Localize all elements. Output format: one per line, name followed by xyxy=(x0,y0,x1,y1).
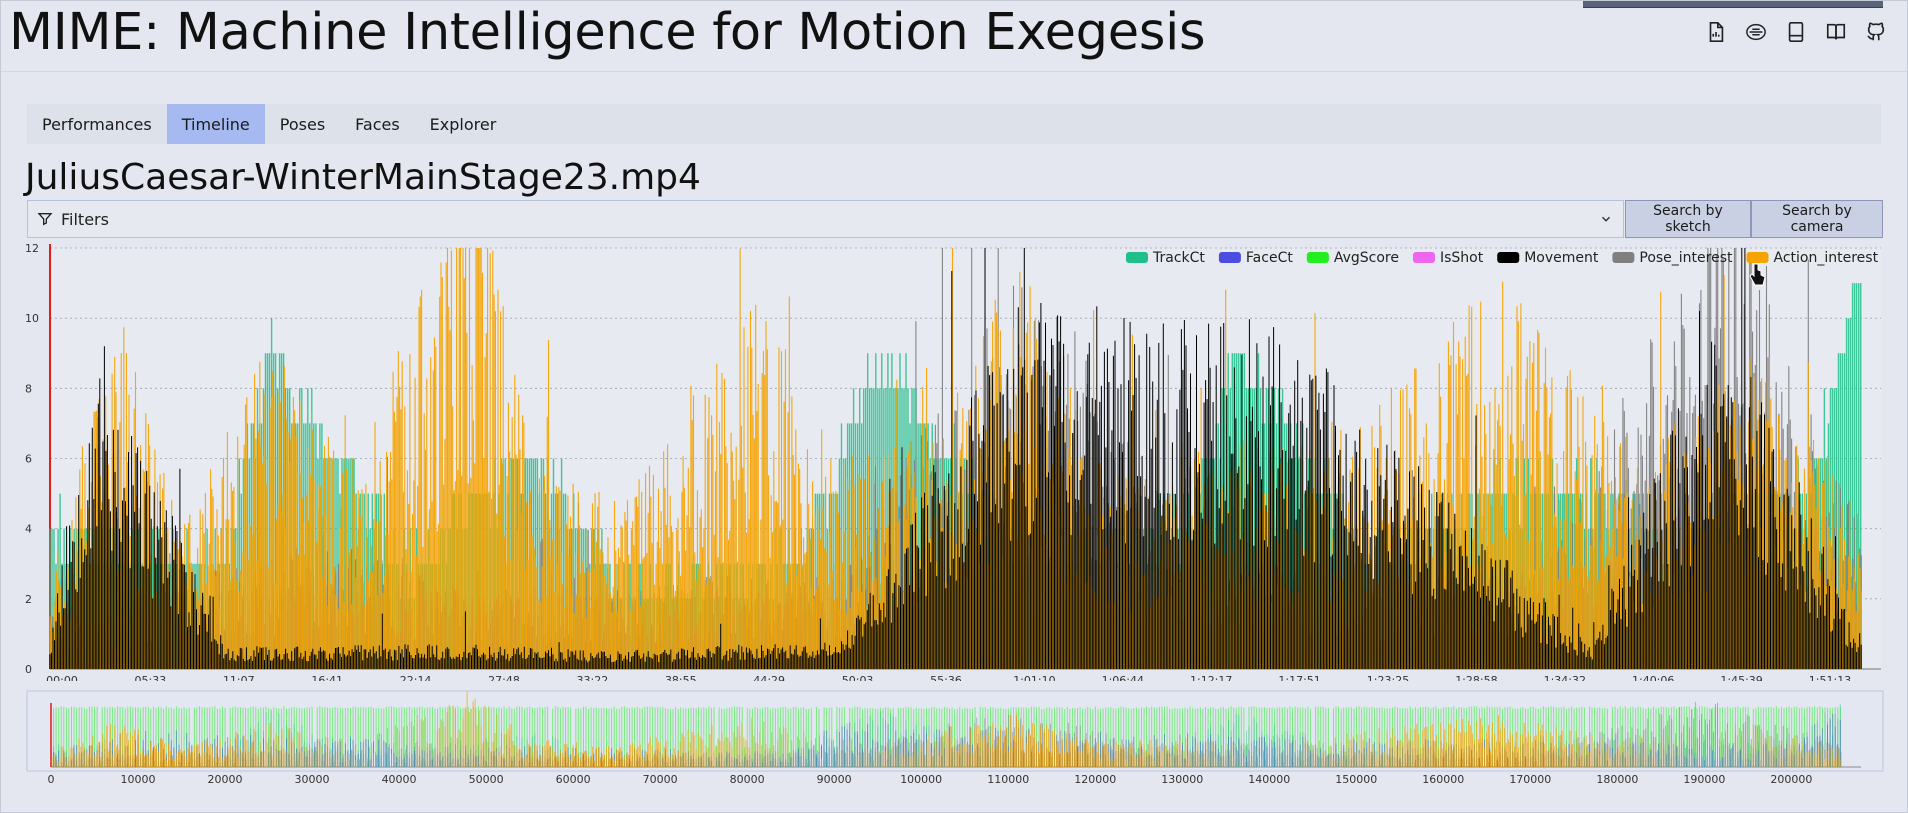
filters-dropdown[interactable]: Filters xyxy=(27,200,1624,238)
timeline-chart[interactable]: 0 2 4 6 8 10 12 00:00 05:33 11:07 16:41 22:14 27:48 3… xyxy=(1,231,1908,681)
x-tick-label: 22:14 xyxy=(400,674,432,681)
legend-item: IsShot xyxy=(1412,250,1484,266)
legend-swatch xyxy=(1306,252,1329,263)
y-tick-label: 10 xyxy=(25,312,39,325)
legend-swatch xyxy=(1126,252,1148,263)
legend-item: Movement xyxy=(1497,250,1599,266)
book-icon[interactable] xyxy=(1782,18,1809,45)
overview-x-tick-label: 150000 xyxy=(1335,773,1377,786)
legend-swatch xyxy=(1218,252,1241,263)
top-accent-bar xyxy=(1583,1,1883,8)
overview-x-tick-label: 190000 xyxy=(1683,773,1725,786)
legend-item: FaceCt xyxy=(1218,250,1293,266)
overview-x-tick-label: 160000 xyxy=(1422,773,1464,786)
legend-item: TrackCt xyxy=(1126,250,1205,266)
x-tick-label: 16:41 xyxy=(311,674,343,681)
legend-label: Movement xyxy=(1524,250,1599,266)
x-tick-label: 1:45:39 xyxy=(1720,674,1762,681)
header-icon-bar xyxy=(1702,18,1889,45)
tab-faces[interactable]: Faces xyxy=(355,114,400,134)
x-tick-label: 1:12:17 xyxy=(1190,674,1232,681)
x-tick-label: 50:03 xyxy=(842,674,874,681)
x-tick-label: 1:40:06 xyxy=(1632,674,1674,681)
y-tick-label: 8 xyxy=(25,382,32,395)
legend-label: IsShot xyxy=(1440,250,1484,266)
x-tick-label: 05:33 xyxy=(135,674,167,681)
series-trace xyxy=(49,248,1862,669)
search-by-camera-button[interactable]: Search by camera xyxy=(1751,200,1883,238)
timeline-overview-chart[interactable]: 0 10000 20000 30000 40000 50000 60000 70000 8000… xyxy=(1,689,1908,791)
overview-x-tick-label: 180000 xyxy=(1596,773,1638,786)
x-tick-label: 44:29 xyxy=(753,674,785,681)
app-title: MIME: Machine Intelligence for Motion Ex… xyxy=(9,3,1206,62)
x-tick-label: 11:07 xyxy=(223,674,255,681)
y-tick-label: 6 xyxy=(25,453,32,466)
legend-swatch xyxy=(1412,252,1435,263)
x-tick-label: 1:28:58 xyxy=(1455,674,1497,681)
mouse-cursor-icon xyxy=(1749,263,1766,286)
overview-x-tick-label: 60000 xyxy=(556,773,591,786)
overview-x-tick-label: 110000 xyxy=(987,773,1029,786)
x-tick-label: 00:00 xyxy=(46,674,78,681)
legend-item: AvgScore xyxy=(1306,250,1399,266)
overview-x-tick-label: 20000 xyxy=(208,773,243,786)
overview-x-tick-label: 50000 xyxy=(469,773,504,786)
filters-label: Filters xyxy=(61,209,109,229)
x-tick-label: 1:17:51 xyxy=(1278,674,1320,681)
y-tick-label: 0 xyxy=(25,663,32,676)
x-tick-label: 1:51:13 xyxy=(1809,674,1851,681)
search-by-sketch-button[interactable]: Search by sketch xyxy=(1625,200,1751,238)
legend-swatch xyxy=(1612,252,1635,263)
x-tick-label: 1:06:44 xyxy=(1102,674,1144,681)
tab-explorer[interactable]: Explorer xyxy=(429,114,497,134)
x-tick-label: 38:55 xyxy=(665,674,697,681)
legend-item: Pose_interest xyxy=(1612,250,1733,266)
overview-x-tick-label: 40000 xyxy=(382,773,417,786)
legend-label: TrackCt xyxy=(1152,250,1205,266)
overview-x-tick-label: 130000 xyxy=(1161,773,1203,786)
y-tick-label: 2 xyxy=(25,593,32,606)
tab-poses[interactable]: Poses xyxy=(279,114,326,134)
series-movement xyxy=(49,248,1862,669)
x-tick-label: 27:48 xyxy=(488,674,520,681)
y-tick-label: 4 xyxy=(25,523,32,536)
video-file-title: JuliusCaesar-WinterMainStage23.mp4 xyxy=(25,157,701,198)
overview-x-tick-label: 30000 xyxy=(295,773,330,786)
tab-performances[interactable]: Performances xyxy=(42,114,152,134)
legend-swatch xyxy=(1746,252,1769,263)
legend-label: Action_interest xyxy=(1774,250,1879,266)
y-tick-label: 12 xyxy=(25,242,39,255)
legend-label: Pose_interest xyxy=(1639,250,1733,266)
overview-x-tick-label: 100000 xyxy=(900,773,942,786)
chevron-down-icon xyxy=(1601,216,1611,222)
main-tabs: Performances Timeline Poses Faces Explor… xyxy=(27,104,1881,144)
legend-item: Action_interest xyxy=(1746,250,1879,266)
x-tick-label: 55:36 xyxy=(930,674,962,681)
overview-x-tick-label: 80000 xyxy=(730,773,765,786)
overview-x-tick-label: 200000 xyxy=(1770,773,1812,786)
chart-legend: TrackCt FaceCt AvgScore IsShot Movement Pose_… xyxy=(1126,250,1879,266)
x-tick-label: 33:22 xyxy=(577,674,609,681)
header-divider xyxy=(1,71,1907,72)
legend-label: FaceCt xyxy=(1246,250,1293,266)
github-icon[interactable] xyxy=(1862,18,1889,45)
tab-timeline[interactable]: Timeline xyxy=(166,104,265,144)
logo-badge-icon[interactable] xyxy=(1742,18,1769,45)
overview-x-tick-label: 70000 xyxy=(643,773,678,786)
overview-x-tick-label: 140000 xyxy=(1248,773,1290,786)
overview-x-tick-label: 170000 xyxy=(1509,773,1551,786)
legend-label: AvgScore xyxy=(1334,250,1399,266)
x-tick-label: 1:01:10 xyxy=(1013,674,1055,681)
overview-x-tick-label: 90000 xyxy=(817,773,852,786)
legend-swatch xyxy=(1497,252,1520,263)
x-tick-label: 1:34:32 xyxy=(1544,674,1586,681)
filter-icon xyxy=(37,213,53,226)
document-icon[interactable] xyxy=(1702,18,1729,45)
overview-x-tick-label: 10000 xyxy=(121,773,156,786)
overview-x-tick-label: 120000 xyxy=(1074,773,1116,786)
overview-x-tick-label: 0 xyxy=(48,773,55,786)
manual-icon[interactable] xyxy=(1822,18,1849,45)
x-tick-label: 1:23:25 xyxy=(1367,674,1409,681)
